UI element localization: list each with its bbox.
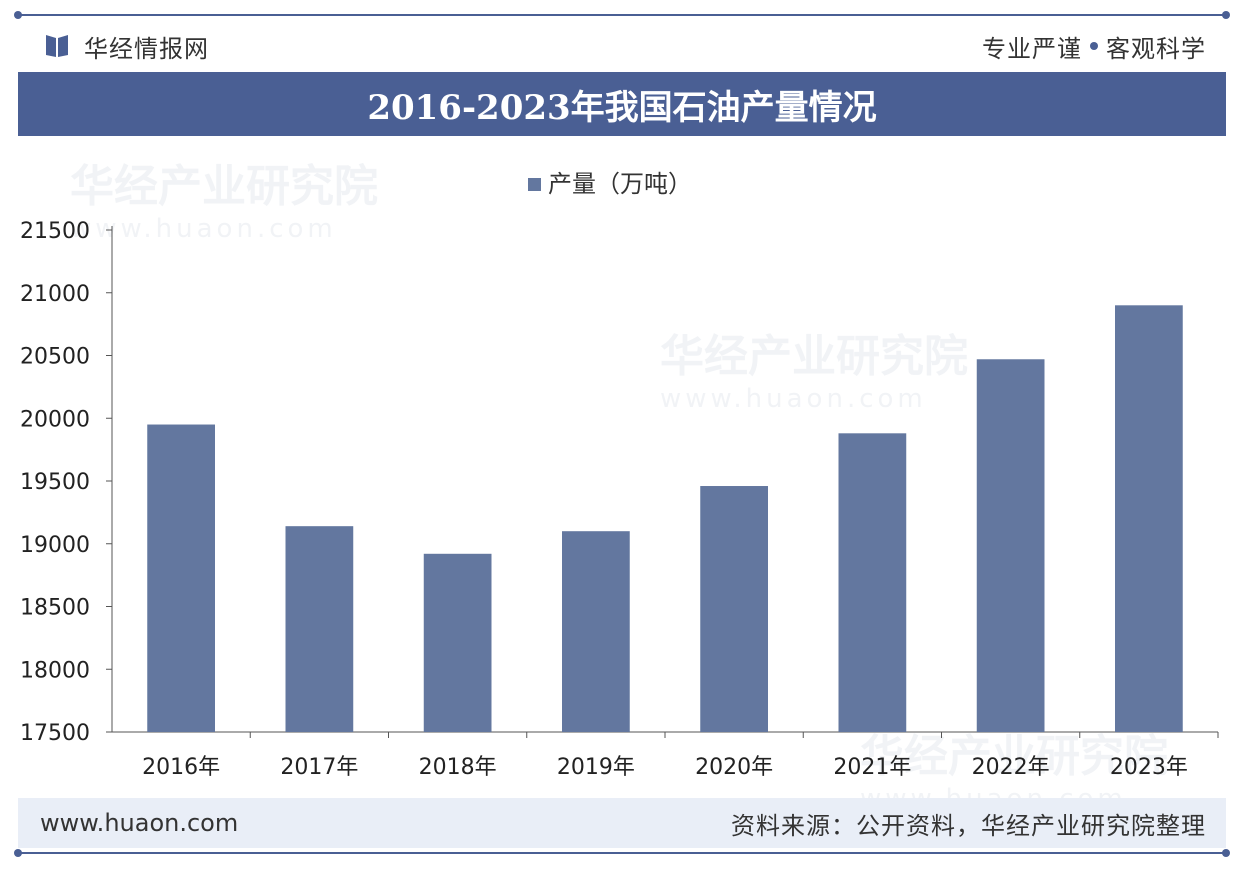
brand: 华经情报网: [44, 28, 209, 64]
y-tick-label: 21500: [20, 219, 90, 244]
x-tick-label: 2022年: [972, 755, 1050, 780]
x-tick-label: 2017年: [280, 755, 358, 780]
y-tick-label: 20500: [20, 345, 90, 370]
y-tick-label: 17500: [20, 721, 90, 746]
y-tick-label: 18500: [20, 596, 90, 621]
slogan: 专业严谨 客观科学: [982, 28, 1206, 64]
slogan-right: 客观科学: [1106, 34, 1206, 63]
y-tick-label: 19500: [20, 470, 90, 495]
bar-chart: 产量（万吨） 17500 18000 18500 19000 19500 20000 2050…: [20, 170, 1219, 780]
brand-logo-icon: [46, 35, 68, 57]
brand-name: 华经情报网: [84, 34, 209, 63]
top-rule: [14, 11, 1230, 19]
legend-label: 产量（万吨）: [548, 170, 692, 198]
bar: [285, 526, 354, 732]
bottom-rule: [14, 849, 1230, 857]
x-tick-label: 2023年: [1110, 755, 1188, 780]
title-bar: 2016-2023年我国石油产量情况: [18, 72, 1226, 136]
bar: [976, 359, 1045, 732]
footer-bar: www.huaon.com 资料来源：公开资料，华经产业研究院整理: [18, 798, 1226, 848]
bar: [562, 531, 630, 732]
footer-source: 资料来源：公开资料，华经产业研究院整理: [731, 811, 1206, 840]
y-tick-label: 21000: [20, 282, 90, 307]
bar: [838, 433, 907, 732]
slogan-left: 专业严谨: [982, 34, 1082, 63]
slogan-dot-icon: [1090, 42, 1098, 50]
x-tick-label: 2020年: [695, 755, 773, 780]
legend-swatch: [528, 178, 541, 191]
bar: [1115, 305, 1183, 732]
x-tick-label: 2018年: [419, 755, 497, 780]
bar: [700, 486, 768, 732]
y-tick-label: 19000: [20, 533, 90, 558]
bar: [147, 424, 215, 732]
x-tick-label: 2016年: [142, 755, 220, 780]
y-tick-label: 20000: [20, 407, 90, 432]
x-tick-label: 2021年: [833, 755, 911, 780]
x-tick-label: 2019年: [557, 755, 635, 780]
footer-website: www.huaon.com: [40, 809, 239, 837]
chart-title: 2016-2023年我国石油产量情况: [367, 87, 877, 128]
bar: [423, 553, 492, 732]
y-tick-label: 18000: [20, 658, 90, 683]
